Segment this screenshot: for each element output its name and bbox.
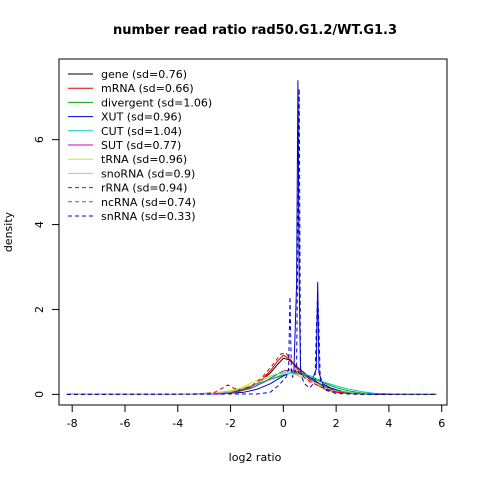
series-line [66, 352, 437, 395]
y-tick-label: 0 [33, 391, 46, 398]
y-tick-label: 6 [33, 136, 46, 143]
legend-label: CUT (sd=1.04) [101, 125, 182, 138]
series-line [66, 357, 437, 395]
x-axis-label: log2 ratio [229, 451, 282, 464]
legend-label: divergent (sd=1.06) [101, 96, 212, 109]
x-tick-label: -4 [172, 417, 183, 430]
legend-label: snoRNA (sd=0.9) [101, 167, 195, 180]
series-line [66, 354, 437, 395]
legend-label: ncRNA (sd=0.74) [101, 196, 196, 209]
legend-label: tRNA (sd=0.96) [101, 153, 187, 166]
legend-label: mRNA (sd=0.66) [101, 82, 194, 95]
series-line [66, 372, 437, 395]
x-tick-label: -6 [120, 417, 131, 430]
series-line [66, 372, 437, 395]
y-tick-label: 2 [33, 306, 46, 313]
x-tick-label: 4 [385, 417, 392, 430]
x-tick-label: -8 [67, 417, 78, 430]
legend-label: rRNA (sd=0.94) [101, 182, 187, 195]
legend-label: gene (sd=0.76) [101, 68, 187, 81]
x-tick-label: 6 [438, 417, 445, 430]
x-tick-label: -2 [225, 417, 236, 430]
y-axis-label: density [2, 211, 15, 252]
series-layer [66, 80, 437, 395]
series-line [66, 88, 437, 395]
legend-label: XUT (sd=0.96) [101, 111, 182, 124]
y-tick-label: 4 [33, 221, 46, 228]
legend-label: snRNA (sd=0.33) [101, 210, 196, 223]
x-tick-label: 0 [280, 417, 287, 430]
y-axis: 0 2 4 6 [33, 136, 60, 398]
legend: gene (sd=0.76)mRNA (sd=0.66)divergent (s… [68, 68, 212, 223]
chart-title: number read ratio rad50.G1.2/WT.G1.3 [113, 23, 397, 38]
series-line [66, 80, 437, 395]
series-line [66, 370, 437, 395]
x-axis: -8 -6 -4 -2 0 2 4 6 [67, 404, 445, 430]
legend-label: SUT (sd=0.77) [101, 139, 181, 152]
x-tick-label: 2 [333, 417, 340, 430]
